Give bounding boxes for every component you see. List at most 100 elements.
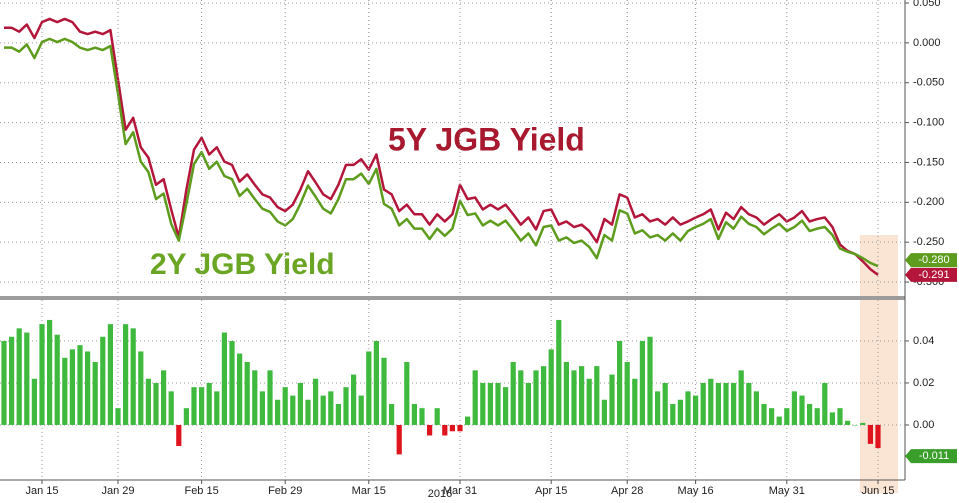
- bar: [556, 319, 562, 425]
- bar: [571, 370, 577, 425]
- bar: [389, 403, 395, 425]
- bar: [229, 340, 235, 425]
- bar: [153, 382, 159, 425]
- bar: [47, 319, 53, 425]
- x-tick-label: May 31: [769, 485, 805, 497]
- bar: [761, 403, 767, 425]
- bar: [31, 378, 37, 425]
- bar: [662, 382, 668, 425]
- bar: [791, 391, 797, 425]
- x-tick-label: Feb 29: [268, 485, 302, 497]
- bar: [442, 424, 448, 436]
- bar: [655, 391, 661, 425]
- bar: [639, 340, 645, 425]
- bar: [525, 382, 531, 425]
- bar: [875, 424, 881, 449]
- highlight-region: [860, 235, 898, 493]
- bar: [548, 349, 554, 425]
- bar: [259, 391, 265, 425]
- bar: [199, 387, 205, 425]
- bar: [191, 387, 197, 425]
- bar: [100, 336, 106, 425]
- bar: [647, 336, 653, 425]
- x-tick-label: Jun 15: [861, 485, 894, 497]
- x-tick-label: May 16: [678, 485, 714, 497]
- value-tag: [905, 449, 957, 464]
- bar: [541, 366, 547, 425]
- bar: [495, 382, 501, 425]
- bar: [465, 416, 471, 425]
- bar: [715, 382, 721, 425]
- bar: [845, 420, 851, 425]
- bar: [738, 370, 744, 425]
- bar: [343, 387, 349, 425]
- bar: [731, 382, 737, 425]
- bar: [290, 395, 296, 425]
- bar: [617, 340, 623, 425]
- bar: [1, 340, 7, 425]
- y-tick-label: -0.150: [913, 156, 944, 168]
- bar: [449, 424, 455, 432]
- annotation: 5Y JGB Yield: [388, 121, 585, 157]
- value-tag-label: -0.011: [919, 450, 949, 462]
- bar: [183, 408, 189, 425]
- bar: [168, 391, 174, 425]
- bar: [107, 324, 113, 425]
- bar: [297, 382, 303, 425]
- series-line: [4, 37, 879, 268]
- bar: [381, 357, 387, 425]
- bar: [206, 382, 212, 425]
- value-tag-label: -0.280: [918, 254, 949, 266]
- value-tag: [905, 267, 957, 282]
- bar: [799, 395, 805, 425]
- bar: [814, 408, 820, 425]
- series-line: [4, 17, 879, 276]
- bar: [609, 374, 615, 425]
- bar: [723, 382, 729, 425]
- bar: [320, 395, 326, 425]
- bar: [784, 408, 790, 425]
- bar: [176, 424, 182, 446]
- y-tick-label: -0.050: [913, 77, 944, 89]
- y-tick-label: -0.200: [913, 196, 944, 208]
- annotation: 2Y JGB Yield: [150, 248, 335, 281]
- x-tick-label: Jan 15: [25, 485, 58, 497]
- bar: [867, 424, 873, 444]
- x-tick-label: Apr 28: [611, 485, 643, 497]
- bar: [39, 324, 45, 425]
- bar: [601, 399, 607, 425]
- bar: [860, 422, 866, 425]
- bar: [579, 366, 585, 425]
- bar: [518, 370, 524, 425]
- bar: [145, 378, 151, 425]
- y-tick-label: -0.250: [913, 236, 944, 248]
- bar: [335, 403, 341, 425]
- bar: [776, 416, 782, 425]
- bar: [9, 336, 15, 425]
- bar: [594, 366, 600, 425]
- bar: [807, 403, 813, 425]
- x-tick-label: Feb 15: [184, 485, 218, 497]
- x-tick-label: Mar 15: [352, 485, 386, 497]
- bar: [624, 361, 630, 425]
- bar: [411, 403, 417, 425]
- x-tick-label: Apr 15: [535, 485, 567, 497]
- bar: [366, 351, 372, 425]
- bar: [822, 382, 828, 425]
- bar: [404, 361, 410, 425]
- bar: [632, 378, 638, 425]
- y-tick-label: 0.00: [913, 419, 934, 431]
- bar: [769, 408, 775, 425]
- bar: [693, 395, 699, 425]
- bar: [503, 387, 509, 425]
- bar: [829, 412, 835, 425]
- bar: [586, 378, 592, 425]
- bar: [852, 424, 858, 426]
- bar: [138, 351, 144, 425]
- bar: [510, 361, 516, 425]
- y-tick-label: 0.02: [913, 377, 934, 389]
- x-tick-label: Mar 31: [443, 485, 477, 497]
